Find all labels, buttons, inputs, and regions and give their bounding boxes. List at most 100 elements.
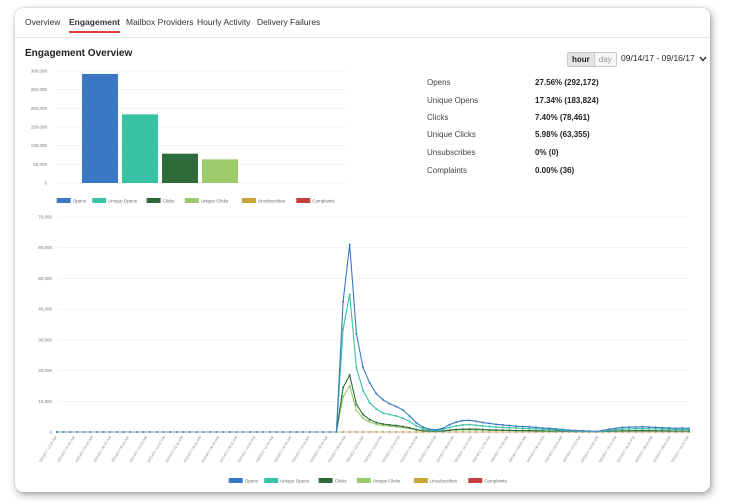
tab-hourly-activity[interactable]: Hourly Activity [197, 17, 251, 27]
legend-label: Opens [245, 479, 259, 484]
x-tick-label: 09/14/17 04:00 AM [75, 435, 94, 463]
data-point [342, 300, 345, 303]
data-point [348, 293, 351, 296]
tab-mailbox-providers[interactable]: Mailbox Providers [126, 17, 194, 27]
data-point [415, 424, 418, 427]
data-point [375, 407, 378, 410]
data-point [388, 402, 391, 405]
stat-value: 27.56% (292,172) [535, 78, 599, 87]
y-tick-label: 300,000 [31, 69, 48, 74]
stat-value: 0.00% (36) [535, 166, 575, 175]
data-point [448, 423, 451, 426]
day-toggle-button[interactable]: day [593, 53, 616, 66]
legend-swatch [264, 478, 279, 483]
data-point [614, 427, 617, 430]
data-point [368, 381, 371, 384]
x-tick-label: 09/16/17 02:00 AM [490, 435, 509, 463]
series-line [57, 294, 690, 433]
legend-swatch [228, 478, 243, 483]
data-point [435, 428, 438, 431]
y-tick-label: 50,000 [33, 162, 47, 167]
legend-label: Unique Opens [108, 199, 138, 204]
data-point [674, 427, 677, 430]
x-tick-label: 09/14/17 08:00 AM [111, 435, 130, 463]
stat-row-clicks: Clicks 7.40% (78,461) [427, 113, 697, 125]
granularity-toggle: hour day [567, 52, 617, 67]
tab-delivery-failures[interactable]: Delivery Failures [257, 17, 321, 27]
data-point [508, 429, 511, 432]
data-point [381, 398, 384, 401]
hour-toggle-button[interactable]: hour [568, 53, 594, 66]
data-point [534, 429, 537, 432]
data-point [381, 424, 384, 427]
data-point [448, 426, 451, 429]
data-point [674, 429, 677, 432]
data-point [455, 424, 458, 427]
date-range-dropdown[interactable]: 09/14/17 - 09/16/17 [621, 53, 707, 63]
legend-label: Clicks [335, 479, 348, 484]
data-point [621, 426, 624, 429]
x-tick-label: 09/15/17 12:00 AM [255, 435, 274, 463]
data-point [488, 428, 491, 431]
x-tick-label: 09/16/17 12:00 PM [580, 435, 599, 463]
data-point [448, 429, 451, 432]
y-tick-label: 50,000 [38, 276, 52, 281]
data-point [408, 420, 411, 423]
bar [162, 153, 198, 183]
data-point [401, 425, 404, 428]
data-point [501, 423, 504, 426]
data-point [661, 428, 664, 431]
data-point [661, 426, 664, 429]
stat-label: Unique Opens [427, 96, 479, 105]
tab-engagement[interactable]: Engagement [69, 17, 121, 33]
x-tick-label: 09/14/17 06:00 AM [93, 435, 112, 463]
data-point [508, 424, 511, 427]
chevron-down-icon [699, 56, 707, 62]
x-tick-label: 09/15/17 06:00 AM [309, 435, 328, 463]
data-point [541, 429, 544, 432]
x-tick-label: 09/14/17 12:00 PM [147, 435, 166, 463]
data-point [495, 429, 498, 432]
legend-swatch [146, 198, 161, 203]
data-point [468, 428, 471, 431]
tab-overview[interactable]: Overview [25, 17, 61, 27]
data-point [388, 423, 391, 426]
data-point [375, 421, 378, 424]
y-tick-label: 0 [44, 181, 47, 186]
data-point [648, 426, 651, 429]
data-point [481, 424, 484, 427]
series-line [57, 244, 690, 433]
data-point [521, 427, 524, 430]
data-point [528, 429, 531, 432]
data-point [355, 332, 358, 335]
data-point [534, 427, 537, 430]
legend-swatch [356, 478, 371, 483]
data-point [475, 420, 478, 423]
stat-row-unique-clicks: Unique Clicks 5.98% (63,355) [427, 130, 697, 142]
data-point [475, 428, 478, 431]
data-point [395, 405, 398, 408]
data-point [342, 395, 345, 398]
data-point [521, 425, 524, 428]
data-point [661, 429, 664, 432]
data-point [515, 429, 518, 432]
data-point [641, 427, 644, 430]
data-point [588, 430, 591, 433]
data-point [381, 423, 384, 426]
y-tick-label: 20,000 [38, 368, 52, 373]
data-point [681, 428, 684, 431]
stat-label: Unique Clicks [427, 130, 476, 139]
data-point [641, 429, 644, 432]
data-point [368, 401, 371, 404]
x-tick-label: 09/16/17 06:00 PM [634, 435, 653, 463]
stat-row-unsubscribes: Unsubscribes 0% (0) [427, 148, 697, 160]
data-point [581, 429, 584, 432]
legend-label: Unique Clicks [373, 479, 401, 484]
legend-swatch [413, 478, 428, 483]
data-point [348, 243, 351, 246]
data-point [628, 427, 631, 430]
data-point [688, 427, 690, 430]
data-point [648, 427, 651, 430]
x-tick-label: 09/16/17 12:00 AM [472, 435, 491, 463]
legend-label: Opens [73, 199, 87, 204]
